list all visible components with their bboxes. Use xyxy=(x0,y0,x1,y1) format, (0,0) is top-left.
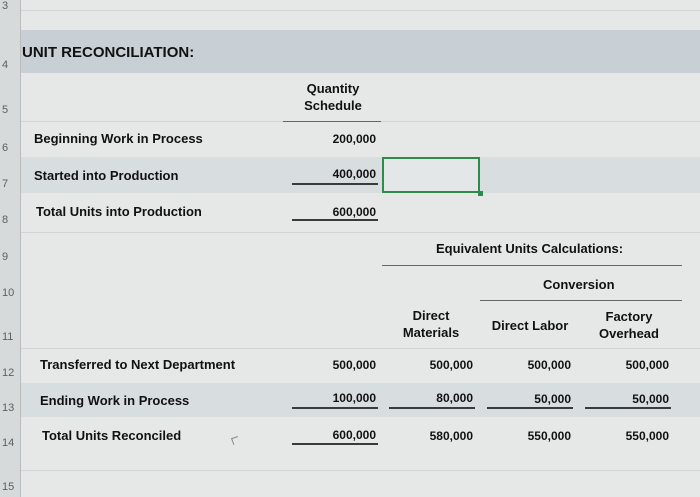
value-beginning-wip[interactable]: 200,000 xyxy=(332,132,376,146)
direct-labor-header[interactable]: Direct Labor xyxy=(491,318,569,333)
grid-line xyxy=(20,348,700,349)
section-title[interactable]: UNIT RECONCILIATION: xyxy=(22,44,195,61)
row-header-column[interactable]: 3 4 5 6 7 8 9 10 11 12 13 14 15 xyxy=(0,0,21,497)
sum-underline xyxy=(487,407,573,409)
value-ending-wip-foh[interactable]: 50,000 xyxy=(632,392,669,406)
dm-header-line2: Materials xyxy=(402,325,460,340)
conversion-header[interactable]: Conversion xyxy=(543,277,615,292)
row-label-total-into-production[interactable]: Total Units into Production xyxy=(36,204,202,219)
row-number[interactable]: 9 xyxy=(2,251,9,263)
row-number[interactable]: 11 xyxy=(2,331,14,343)
grid-line xyxy=(20,232,700,233)
header-underline xyxy=(283,121,381,122)
value-total-reconciled-qty[interactable]: 600,000 xyxy=(332,428,376,442)
selected-cell[interactable] xyxy=(382,157,480,193)
row-number[interactable]: 14 xyxy=(2,437,15,449)
row-label-transferred[interactable]: Transferred to Next Department xyxy=(40,357,236,372)
value-ending-wip-qty[interactable]: 100,000 xyxy=(332,391,376,405)
value-ending-wip-dm[interactable]: 80,000 xyxy=(436,391,473,405)
conversion-underline xyxy=(480,300,682,301)
value-total-reconciled-foh[interactable]: 550,000 xyxy=(625,429,669,443)
dm-header-line1: Direct xyxy=(412,308,450,323)
foh-header-line2: Overhead xyxy=(599,326,659,341)
row-number[interactable]: 6 xyxy=(2,142,9,154)
value-ending-wip-dl[interactable]: 50,000 xyxy=(534,392,571,406)
value-total-reconciled-dl[interactable]: 550,000 xyxy=(527,429,571,443)
row-label-beginning-wip[interactable]: Beginning Work in Process xyxy=(34,131,203,146)
quantity-header-line1: Quantity xyxy=(306,81,360,96)
equiv-underline xyxy=(382,265,682,266)
row-number[interactable]: 8 xyxy=(2,214,9,226)
value-transferred-qty[interactable]: 500,000 xyxy=(332,358,376,372)
value-transferred-dm[interactable]: 500,000 xyxy=(429,358,473,372)
row-number[interactable]: 10 xyxy=(2,287,15,299)
row-band-13 xyxy=(20,383,700,417)
row-label-ending-wip[interactable]: Ending Work in Process xyxy=(40,393,190,408)
quantity-header-line2: Schedule xyxy=(304,98,362,113)
equivalent-units-header[interactable]: Equivalent Units Calculations: xyxy=(436,241,624,256)
value-transferred-dl[interactable]: 500,000 xyxy=(527,358,571,372)
value-transferred-foh[interactable]: 500,000 xyxy=(625,358,669,372)
row-number[interactable]: 4 xyxy=(2,59,9,71)
sum-underline xyxy=(292,407,378,409)
quantity-schedule-header[interactable]: Quantity Schedule xyxy=(290,80,376,114)
row-number[interactable]: 3 xyxy=(2,0,9,12)
fill-handle[interactable] xyxy=(478,191,483,196)
row-label-total-reconciled[interactable]: Total Units Reconciled xyxy=(42,428,182,443)
mouse-cursor-icon xyxy=(231,436,240,445)
sum-underline xyxy=(292,183,378,185)
sum-underline xyxy=(389,407,475,409)
row-number[interactable]: 7 xyxy=(2,178,9,190)
row-band-7 xyxy=(20,157,700,193)
direct-materials-header[interactable]: Direct Materials xyxy=(395,307,467,341)
value-total-into-production[interactable]: 600,000 xyxy=(332,205,376,219)
value-started[interactable]: 400,000 xyxy=(332,167,376,181)
row-number[interactable]: 5 xyxy=(2,104,9,116)
grid-line xyxy=(20,10,700,11)
foh-header-line1: Factory xyxy=(605,309,653,324)
total-underline xyxy=(292,219,378,221)
row-number[interactable]: 12 xyxy=(2,367,15,379)
total-underline xyxy=(292,443,378,445)
title-row-band xyxy=(20,30,700,73)
value-total-reconciled-dm[interactable]: 580,000 xyxy=(429,429,473,443)
factory-overhead-header[interactable]: Factory Overhead xyxy=(590,308,668,342)
sum-underline xyxy=(585,407,671,409)
grid-line xyxy=(20,470,700,471)
row-number[interactable]: 13 xyxy=(2,402,15,414)
row-label-started[interactable]: Started into Production xyxy=(34,168,179,183)
row-number[interactable]: 15 xyxy=(2,481,15,493)
